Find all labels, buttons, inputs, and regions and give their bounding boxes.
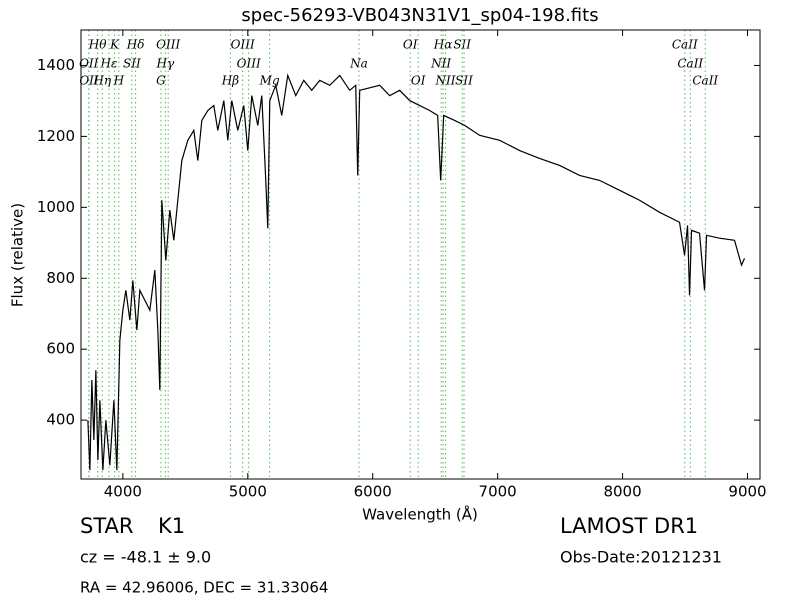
- plot-frame: [80, 29, 761, 480]
- line-label: H: [113, 74, 125, 88]
- chart-title: spec-56293-VB043N31V1_sp04-198.fits: [241, 5, 598, 26]
- x-tick-label: 5000: [229, 483, 267, 501]
- line-label: SII: [123, 57, 141, 71]
- line-label: G: [156, 74, 166, 88]
- object-class: STAR: [80, 514, 133, 538]
- y-tick-label: 400: [46, 411, 75, 429]
- y-tick-label: 1200: [37, 127, 75, 145]
- subclass: K1: [158, 514, 185, 538]
- x-tick-label: 4000: [104, 483, 142, 501]
- x-tick-label: 7000: [479, 483, 517, 501]
- line-label: Hη: [92, 74, 111, 88]
- coordinates: RA = 42.96006, DEC = 31.33064: [80, 579, 328, 597]
- y-tick-label: 800: [46, 269, 75, 287]
- line-label: OIII: [231, 38, 255, 52]
- spectrum-line: [87, 73, 746, 471]
- line-label: Hε: [100, 57, 118, 71]
- x-tick-label: 6000: [354, 483, 392, 501]
- line-label: Hβ: [221, 74, 239, 88]
- line-label: NII: [435, 74, 456, 88]
- line-label: SII: [453, 38, 471, 52]
- line-label: CaII: [672, 38, 698, 52]
- line-label: Hγ: [156, 57, 175, 71]
- line-label: Hδ: [126, 38, 145, 52]
- line-label: NII: [430, 57, 451, 71]
- x-tick-label: 9000: [728, 483, 766, 501]
- line-label: CaII: [692, 74, 718, 88]
- x-axis-label: Wavelength (Å): [362, 505, 478, 524]
- line-label: CaII: [677, 57, 703, 71]
- y-tick-label: 1400: [37, 56, 75, 74]
- y-tick-label: 600: [46, 340, 75, 358]
- line-label: SII: [455, 74, 473, 88]
- x-tick-label: 8000: [603, 483, 641, 501]
- y-axis-label: Flux (relative): [9, 203, 27, 307]
- line-label: K: [109, 38, 120, 52]
- line-label: OI: [411, 74, 426, 88]
- survey: LAMOST DR1: [560, 514, 698, 538]
- line-label: Hα: [433, 38, 453, 52]
- line-label: Mg: [259, 74, 280, 88]
- line-label: OII: [79, 74, 99, 88]
- obs-date: Obs-Date:20121231: [560, 548, 722, 567]
- line-label: OIII: [156, 38, 180, 52]
- line-label: OIII: [237, 57, 261, 71]
- line-label: OI: [403, 38, 418, 52]
- y-tick-label: 1000: [37, 198, 75, 216]
- redshift: cz = -48.1 ± 9.0: [80, 548, 211, 567]
- line-label: OII: [79, 57, 99, 71]
- line-label: Hθ: [88, 38, 107, 52]
- line-label: Na: [349, 57, 368, 71]
